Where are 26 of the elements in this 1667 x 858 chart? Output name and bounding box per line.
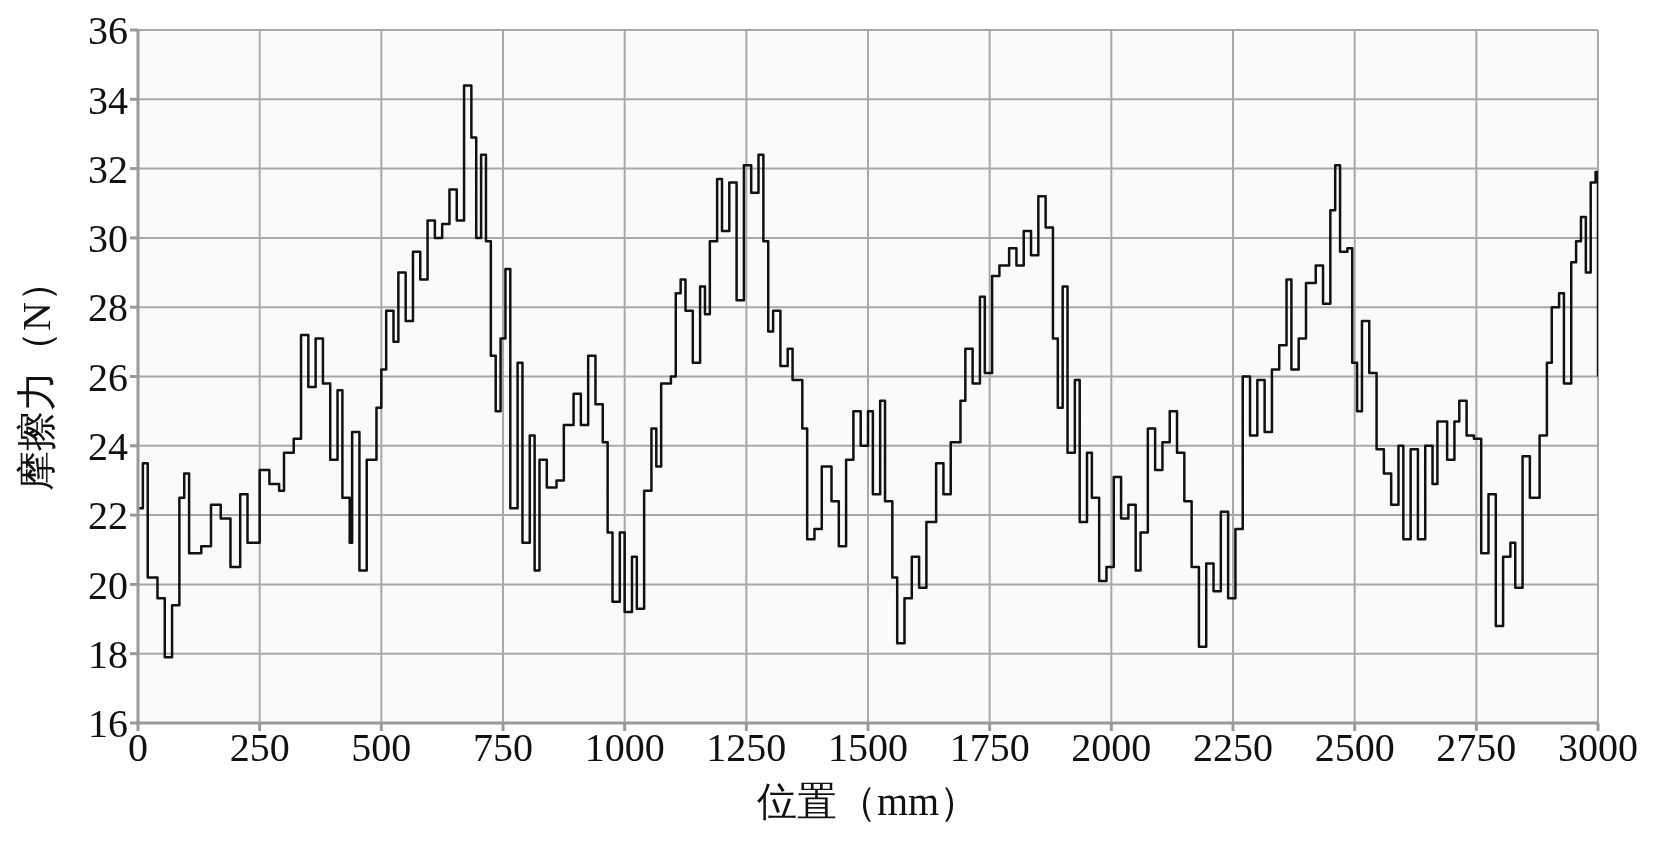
x-tick-label: 750 xyxy=(473,725,533,771)
x-tick-label: 2000 xyxy=(1071,725,1152,771)
x-tick-label: 1500 xyxy=(828,725,908,771)
x-tick-label: 2250 xyxy=(1193,725,1273,771)
y-tick-label: 30 xyxy=(88,216,128,262)
x-tick-label: 1250 xyxy=(706,725,787,771)
y-tick-label: 16 xyxy=(88,701,128,747)
x-tick-label: 2500 xyxy=(1314,725,1395,771)
x-tick-label: 2750 xyxy=(1436,725,1517,771)
y-tick-label: 20 xyxy=(88,562,128,608)
y-tick-label: 28 xyxy=(88,285,128,331)
x-tick-label: 3000 xyxy=(1558,725,1638,771)
x-tick-label: 1000 xyxy=(584,725,665,771)
y-tick-label: 32 xyxy=(88,146,128,192)
y-tick-label: 26 xyxy=(88,354,128,400)
x-axis-title: 位置（mm） xyxy=(756,779,980,824)
y-tick-label: 36 xyxy=(88,8,128,54)
y-tick-label: 18 xyxy=(88,631,128,677)
x-tick-label: 0 xyxy=(128,725,148,771)
y-tick-label: 24 xyxy=(88,424,128,469)
y-tick-label: 22 xyxy=(88,493,128,539)
y-tick-label: 34 xyxy=(88,77,128,123)
x-tick-label: 1750 xyxy=(949,725,1030,771)
x-tick-label: 250 xyxy=(229,725,290,771)
y-axis-title: 摩擦力（N） xyxy=(14,262,60,491)
x-tick-label: 500 xyxy=(351,725,412,771)
